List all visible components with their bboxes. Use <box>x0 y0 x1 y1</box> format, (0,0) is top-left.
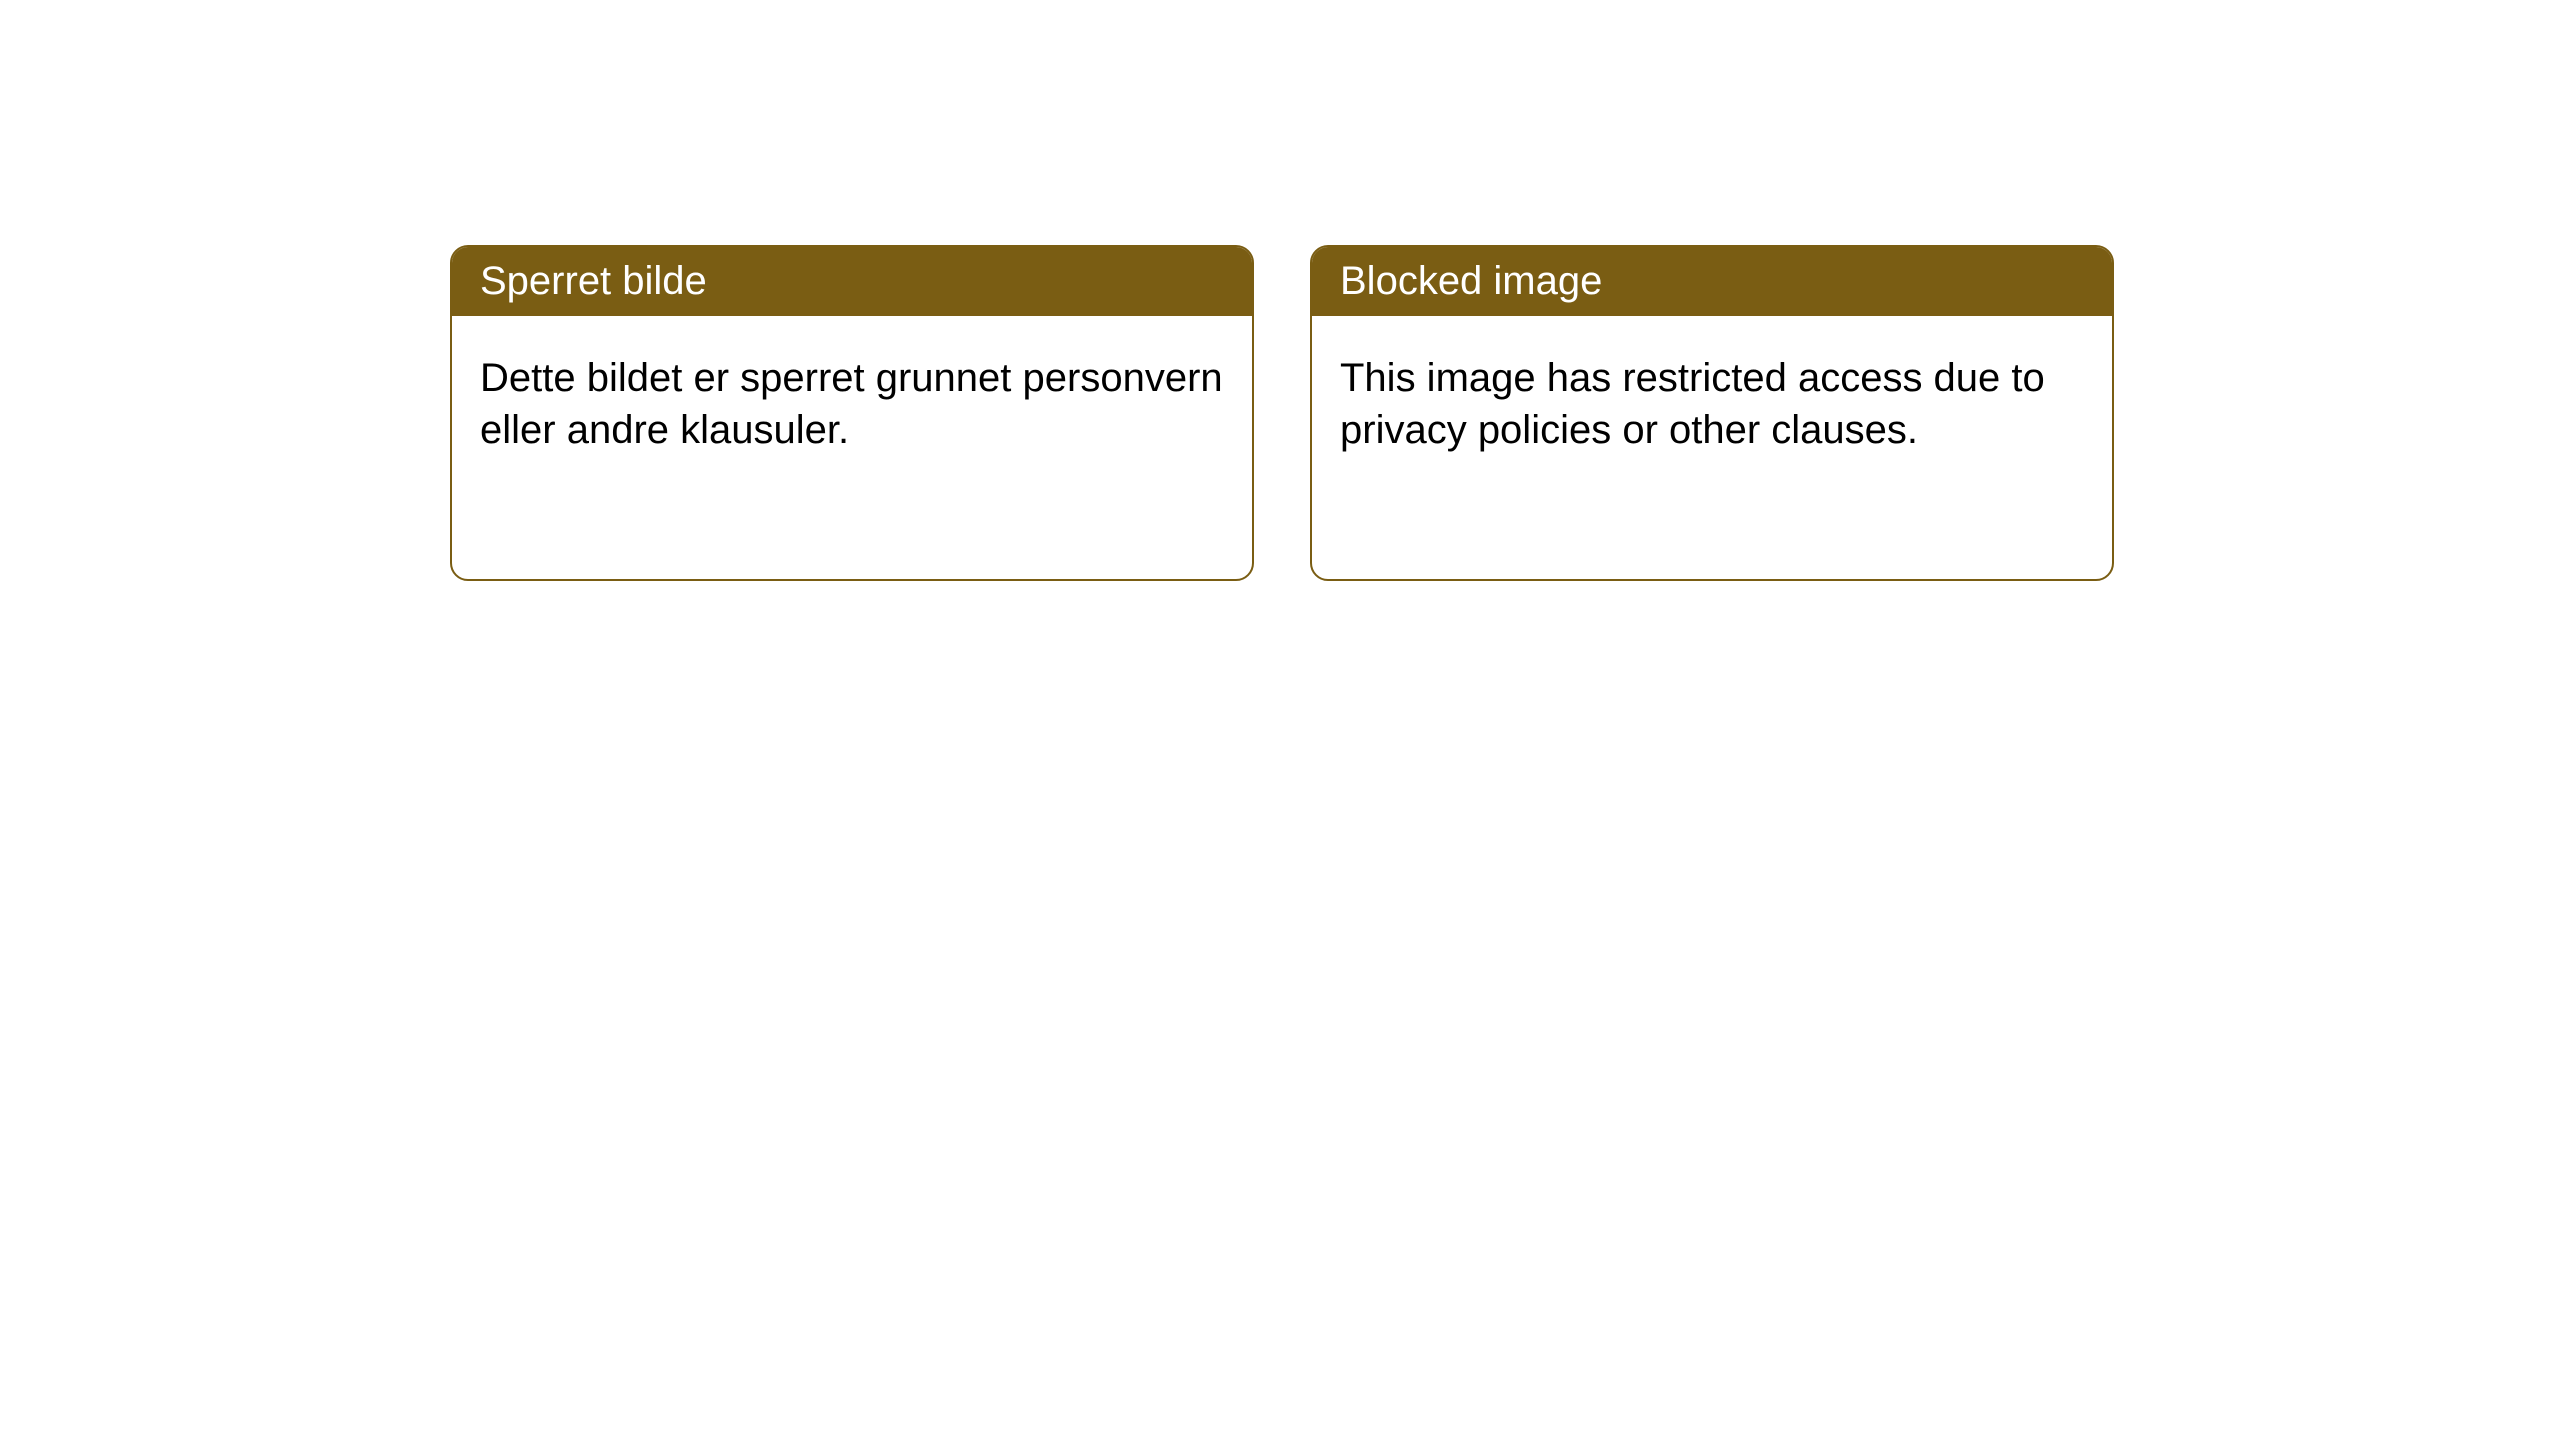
card-body-en: This image has restricted access due to … <box>1312 316 2112 492</box>
card-header-en: Blocked image <box>1312 247 2112 316</box>
notice-cards-container: Sperret bilde Dette bildet er sperret gr… <box>0 0 2560 581</box>
blocked-image-card-no: Sperret bilde Dette bildet er sperret gr… <box>450 245 1254 581</box>
blocked-image-card-en: Blocked image This image has restricted … <box>1310 245 2114 581</box>
card-body-no: Dette bildet er sperret grunnet personve… <box>452 316 1252 492</box>
card-header-no: Sperret bilde <box>452 247 1252 316</box>
